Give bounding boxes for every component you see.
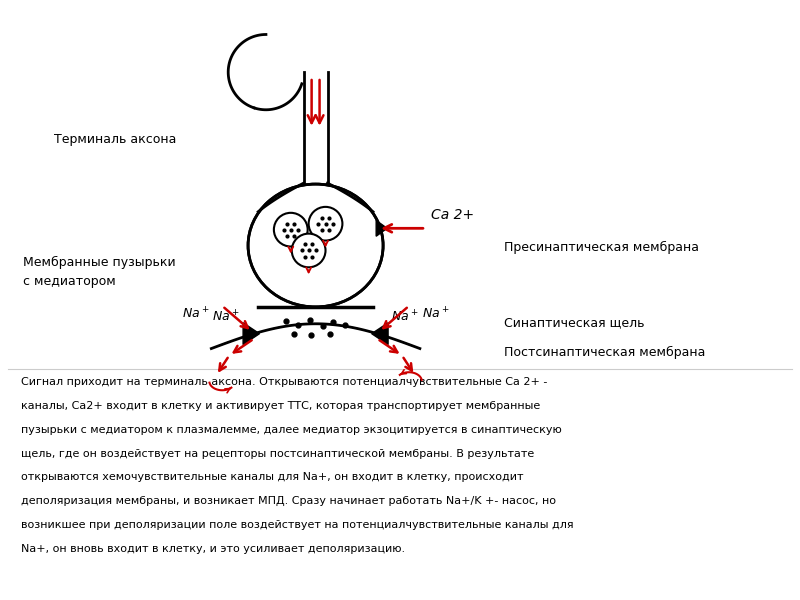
Text: Мембранные пузырьки
с медиатором: Мембранные пузырьки с медиатором <box>22 256 175 288</box>
Polygon shape <box>372 323 388 344</box>
Text: $Na^+$: $Na^+$ <box>422 307 450 322</box>
Polygon shape <box>376 220 387 236</box>
Text: Na+, он вновь входит в клетку, и это усиливает деполяризацию.: Na+, он вновь входит в клетку, и это уси… <box>21 544 405 554</box>
Text: $Na^+$: $Na^+$ <box>182 307 210 322</box>
Circle shape <box>274 213 308 247</box>
Ellipse shape <box>249 185 382 306</box>
Text: Терминаль аксона: Терминаль аксона <box>54 133 177 146</box>
Text: Постсинаптическая мембрана: Постсинаптическая мембрана <box>504 346 706 359</box>
Text: $Na^+$: $Na^+$ <box>213 309 240 325</box>
Text: каналы, Ca2+ входит в клетку и активирует ТТС, которая транспортирует мембранные: каналы, Ca2+ входит в клетку и активируе… <box>21 401 540 411</box>
Text: $Na^+$: $Na^+$ <box>391 309 418 325</box>
Polygon shape <box>243 323 259 344</box>
Circle shape <box>309 207 342 241</box>
Text: Синаптическая щель: Синаптическая щель <box>504 316 645 329</box>
Text: Пресинаптическая мембрана: Пресинаптическая мембрана <box>504 241 699 254</box>
Circle shape <box>292 233 326 268</box>
Text: возникшее при деполяризации поле воздействует на потенциалчувствительные каналы : возникшее при деполяризации поле воздейс… <box>21 520 574 530</box>
Text: Ca 2+: Ca 2+ <box>430 208 474 223</box>
Text: открываются хемочувствительные каналы для Na+, он входит в клетку, происходит: открываются хемочувствительные каналы дл… <box>21 472 523 482</box>
Text: щель, где он воздействует на рецепторы постсинаптической мембраны. В результате: щель, где он воздействует на рецепторы п… <box>21 449 534 458</box>
Text: пузырьки с медиатором к плазмалемме, далее медиатор экзоцитируется в синаптическ: пузырьки с медиатором к плазмалемме, дал… <box>21 425 562 435</box>
Text: деполяризация мембраны, и возникает МПД. Сразу начинает работать Na+/K +- насос,: деполяризация мембраны, и возникает МПД.… <box>21 496 556 506</box>
Text: Сигнал приходит на терминаль аксона. Открываются потенциалчувствительные Ca 2+ -: Сигнал приходит на терминаль аксона. Отк… <box>21 377 547 387</box>
